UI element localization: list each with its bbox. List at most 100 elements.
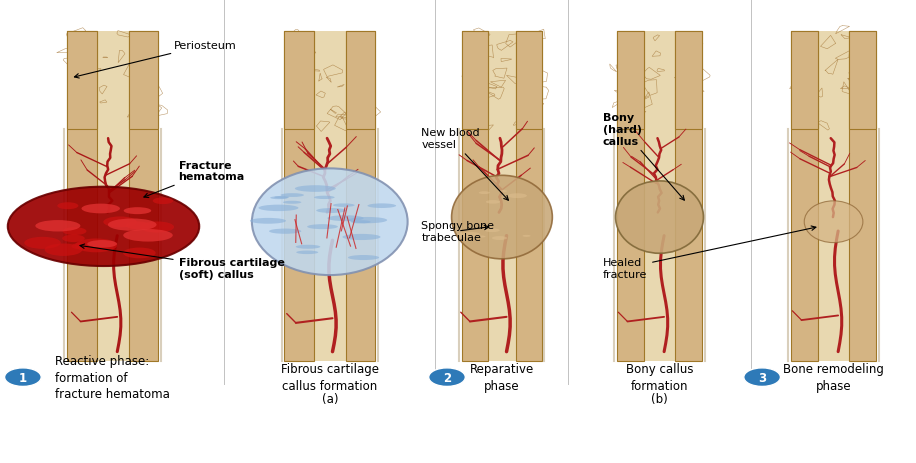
Ellipse shape — [124, 208, 151, 215]
Ellipse shape — [507, 194, 527, 199]
Bar — [848, 32, 876, 361]
Ellipse shape — [36, 220, 81, 232]
Text: (a): (a) — [322, 392, 338, 405]
Ellipse shape — [804, 201, 863, 243]
Ellipse shape — [108, 219, 157, 232]
Ellipse shape — [125, 222, 149, 230]
Bar — [96, 32, 129, 361]
Text: Spongy bone
trabeculae: Spongy bone trabeculae — [421, 221, 495, 242]
Ellipse shape — [348, 218, 387, 224]
Bar — [674, 32, 702, 361]
Ellipse shape — [485, 229, 500, 232]
Ellipse shape — [270, 197, 288, 200]
Ellipse shape — [25, 238, 60, 249]
Ellipse shape — [314, 196, 334, 200]
Ellipse shape — [333, 204, 354, 207]
Ellipse shape — [58, 203, 79, 210]
Bar — [791, 32, 819, 130]
Bar — [313, 32, 346, 361]
Text: Fibrous cartilage
(soft) callus: Fibrous cartilage (soft) callus — [80, 244, 285, 279]
Ellipse shape — [283, 201, 301, 204]
Text: (b): (b) — [651, 392, 668, 405]
Bar — [346, 32, 376, 361]
Ellipse shape — [153, 198, 173, 205]
Ellipse shape — [45, 244, 82, 257]
Ellipse shape — [7, 187, 200, 266]
Bar — [284, 32, 313, 361]
Bar — [617, 32, 645, 361]
Ellipse shape — [296, 251, 318, 255]
Bar — [645, 32, 675, 361]
Text: Reactive phase:
formation of
fracture hematoma: Reactive phase: formation of fracture he… — [55, 354, 169, 400]
Bar — [617, 32, 702, 130]
Ellipse shape — [296, 245, 321, 249]
Text: New blood
vessel: New blood vessel — [421, 128, 508, 201]
Bar — [463, 32, 488, 361]
Ellipse shape — [295, 186, 336, 193]
Ellipse shape — [274, 196, 289, 199]
Ellipse shape — [82, 204, 120, 214]
Ellipse shape — [280, 194, 304, 198]
Text: 1: 1 — [19, 371, 27, 384]
Bar — [67, 32, 96, 130]
Text: Bony callus
formation: Bony callus formation — [626, 363, 693, 392]
Text: Healed
fracture: Healed fracture — [603, 226, 816, 279]
Ellipse shape — [492, 237, 507, 240]
Bar — [346, 32, 376, 130]
Ellipse shape — [62, 235, 85, 243]
Bar — [848, 32, 876, 130]
Ellipse shape — [485, 200, 500, 204]
Ellipse shape — [75, 239, 117, 253]
Ellipse shape — [367, 204, 396, 208]
Ellipse shape — [351, 221, 371, 224]
Bar — [516, 32, 541, 361]
Ellipse shape — [484, 228, 493, 230]
Circle shape — [5, 368, 41, 387]
Bar — [463, 32, 488, 130]
Text: Fracture
hematoma: Fracture hematoma — [144, 161, 245, 198]
Ellipse shape — [307, 225, 338, 230]
Ellipse shape — [71, 244, 92, 250]
Ellipse shape — [123, 248, 156, 259]
Bar — [284, 32, 376, 130]
Text: Bony
(hard)
callus: Bony (hard) callus — [603, 113, 684, 200]
Bar — [791, 32, 819, 361]
Bar — [674, 32, 702, 130]
Bar — [488, 32, 516, 361]
Ellipse shape — [124, 230, 173, 242]
Bar — [129, 32, 158, 361]
Ellipse shape — [479, 192, 490, 194]
Bar — [67, 32, 158, 130]
Text: Fibrous cartilage
callus formation: Fibrous cartilage callus formation — [281, 363, 378, 392]
Text: Reparative
phase: Reparative phase — [470, 363, 534, 392]
Text: Periosteum: Periosteum — [74, 41, 237, 79]
Ellipse shape — [343, 234, 380, 240]
Ellipse shape — [62, 228, 86, 236]
Circle shape — [429, 368, 465, 387]
Ellipse shape — [348, 256, 379, 261]
Bar — [284, 32, 313, 130]
Ellipse shape — [269, 229, 301, 234]
Bar — [791, 32, 876, 130]
Ellipse shape — [104, 217, 136, 228]
Ellipse shape — [477, 236, 485, 238]
Bar — [67, 32, 96, 361]
Ellipse shape — [258, 205, 299, 212]
Ellipse shape — [452, 176, 552, 259]
Ellipse shape — [252, 169, 408, 275]
Bar — [129, 32, 158, 130]
Bar — [617, 32, 645, 130]
Ellipse shape — [498, 190, 507, 193]
Text: Bone remodeling
phase: Bone remodeling phase — [783, 363, 884, 392]
Ellipse shape — [616, 181, 703, 254]
Bar — [819, 32, 849, 361]
Ellipse shape — [250, 219, 286, 224]
Ellipse shape — [140, 222, 174, 233]
Ellipse shape — [87, 241, 117, 248]
Text: 2: 2 — [443, 371, 451, 384]
Ellipse shape — [522, 235, 530, 238]
Circle shape — [744, 368, 780, 387]
Bar — [463, 32, 541, 130]
Ellipse shape — [316, 209, 346, 213]
Ellipse shape — [327, 216, 364, 222]
